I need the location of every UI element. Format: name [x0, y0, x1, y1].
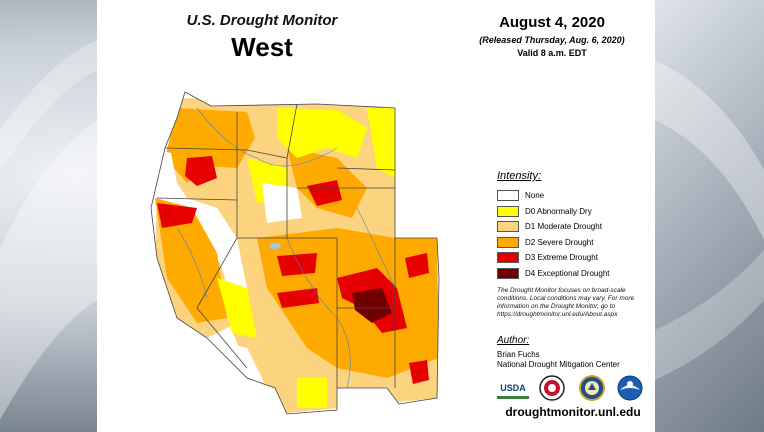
legend-item-none: None [497, 188, 610, 204]
great-salt-lake [269, 243, 281, 249]
legend-swatch [497, 236, 519, 248]
legend-swatch [497, 190, 519, 202]
legend-label: None [525, 191, 545, 201]
broadcast-background-right [654, 0, 764, 432]
legend-label: D1 Moderate Drought [525, 222, 602, 232]
rivers [176, 107, 396, 389]
drought-map [150, 91, 440, 415]
legend-item-d1: D1 Moderate Drought [497, 219, 610, 235]
author-title: Author: [497, 335, 530, 346]
legend-label: D4 Exceptional Drought [525, 268, 610, 278]
usda-logo: USDA [497, 377, 529, 399]
legend-label: D2 Severe Drought [525, 237, 594, 247]
legend-item-d2: D2 Severe Drought [497, 235, 610, 251]
legend-label: D0 Abnormally Dry [525, 206, 592, 216]
legend-item-d4: D4 Exceptional Drought [497, 266, 610, 282]
disclaimer-note: The Drought Monitor focuses on broad-sca… [497, 287, 635, 318]
author-org: National Drought Mitigation Center [497, 360, 620, 369]
legend-title: Intensity: [497, 170, 542, 182]
agency-logos: USDA [497, 375, 647, 401]
noaa-logo [617, 375, 643, 401]
legend-swatch [497, 267, 519, 279]
ndmc-logo [539, 375, 565, 401]
state-boundaries [150, 91, 440, 415]
legend-item-d3: D3 Extreme Drought [497, 250, 610, 266]
legend-swatch [497, 252, 519, 264]
drought-map-card: U.S. Drought Monitor West August 4, 2020… [97, 0, 655, 432]
map-title: U.S. Drought Monitor [186, 12, 338, 29]
monitor-url: droughtmonitor.unl.edu [505, 405, 641, 419]
legend-swatch [497, 205, 519, 217]
commerce-logo [579, 375, 605, 401]
author-name: Brian Fuchs [497, 350, 540, 359]
valid-time: Valid 8 a.m. EDT [517, 48, 587, 58]
legend-swatch [497, 221, 519, 233]
map-date: August 4, 2020 [499, 14, 605, 31]
legend: None D0 Abnormally Dry D1 Moderate Droug… [497, 188, 610, 281]
legend-label: D3 Extreme Drought [525, 253, 598, 263]
release-date: (Released Thursday, Aug. 6, 2020) [479, 35, 625, 45]
legend-item-d0: D0 Abnormally Dry [497, 204, 610, 220]
region-title: West [231, 32, 293, 62]
